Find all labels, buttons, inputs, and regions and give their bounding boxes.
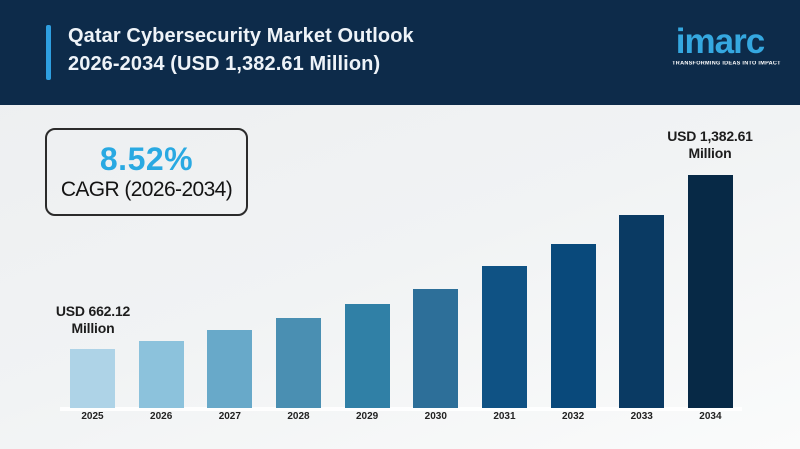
year-label-2025: 2025 (81, 411, 104, 422)
page-title: Qatar Cybersecurity Market Outlook 2026-… (68, 22, 608, 78)
year-label-2027: 2027 (218, 411, 241, 422)
year-label-2030: 2030 (424, 411, 447, 422)
first-bar-value-line2: Million (71, 320, 115, 336)
year-label-2031: 2031 (493, 411, 516, 422)
bar-2031 (481, 266, 527, 408)
title-accent-bar (46, 25, 51, 80)
cagr-box: 8.52% CAGR (2026-2034) (45, 128, 248, 216)
year-label-2032: 2032 (561, 411, 585, 422)
x-axis-baseline (60, 407, 742, 411)
last-bar-value-line1: USD 1,382.61 (667, 128, 753, 144)
header: Qatar Cybersecurity Market Outlook 2026-… (0, 0, 800, 105)
imarc-logo-tagline: TRANSFORMING IDEAS INTO IMPACT (672, 61, 781, 67)
year-label-2029: 2029 (356, 411, 379, 422)
bars-row (70, 175, 733, 408)
cagr-label: CAGR (2026-2034) (60, 178, 233, 201)
imarc-logo: imarc TRANSFORMING IDEAS INTO IMPACT (668, 22, 781, 67)
last-bar-value-label: USD 1,382.61 Million (650, 128, 770, 162)
bar-2034 (687, 175, 733, 408)
year-label-2034: 2034 (699, 411, 722, 422)
bar-2025 (70, 349, 115, 408)
bar-2027 (207, 330, 253, 408)
year-label-2033: 2033 (630, 411, 653, 422)
page-title-line1: Qatar Cybersecurity Market Outlook (68, 25, 414, 47)
years-row: 2025 2026 2027 2028 2029 2030 2031 2032 2033 2034 (70, 411, 733, 422)
cagr-value: 8.52% (99, 141, 194, 177)
bar-2028 (275, 318, 321, 408)
last-bar-value-line2: Million (688, 145, 732, 161)
bar-2033 (619, 215, 665, 408)
first-bar-value-line1: USD 662.12 (55, 303, 131, 319)
bar-2026 (138, 341, 184, 408)
bar-2032 (550, 244, 596, 408)
year-label-2026: 2026 (150, 411, 173, 422)
imarc-logo-wordmark: imarc (675, 22, 765, 61)
bar-2030 (413, 289, 459, 408)
bar-2029 (344, 304, 390, 408)
year-label-2028: 2028 (287, 411, 310, 422)
page-title-line2: 2026-2034 (USD 1,382.61 Million) (68, 53, 381, 75)
first-bar-value-label: USD 662.12 Million (33, 303, 153, 337)
